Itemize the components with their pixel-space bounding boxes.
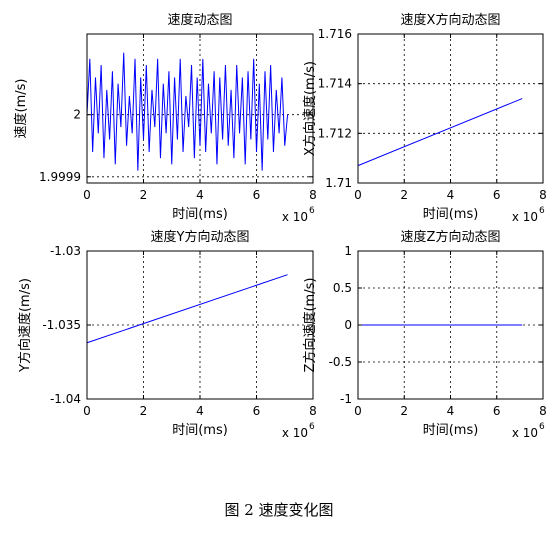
y-axis-label: Z方向速度(m/s) xyxy=(302,278,318,373)
y-tick-label: 0 xyxy=(344,318,352,332)
x-axis-multiplier-exponent: 6 xyxy=(539,422,545,432)
x-tick-label: 8 xyxy=(539,188,547,202)
chart-title: 速度Y方向动态图 xyxy=(151,229,250,245)
x-tick-label: 0 xyxy=(83,188,91,202)
chart-title: 速度Z方向动态图 xyxy=(401,229,501,245)
x-tick-label: 4 xyxy=(196,404,204,418)
x-axis-label: 时间(ms) xyxy=(172,207,228,222)
x-axis-multiplier: x 10 xyxy=(282,210,308,224)
x-tick-label: 2 xyxy=(400,188,408,202)
x-axis-multiplier-exponent: 6 xyxy=(309,422,315,432)
x-axis-multiplier: x 10 xyxy=(512,426,538,440)
x-tick-label: 6 xyxy=(493,404,501,418)
y-tick-label: 0.5 xyxy=(333,281,352,295)
x-tick-label: 8 xyxy=(309,404,317,418)
x-tick-label: 6 xyxy=(253,404,261,418)
chart-title: 速度动态图 xyxy=(167,12,232,28)
y-tick-label: 1.71 xyxy=(325,176,352,190)
x-axis-multiplier: x 10 xyxy=(512,210,538,224)
y-tick-label: -1 xyxy=(340,392,352,406)
x-tick-label: 0 xyxy=(354,404,362,418)
x-tick-label: 8 xyxy=(539,404,547,418)
y-tick-label: -0.5 xyxy=(329,355,352,369)
y-tick-label: 1.714 xyxy=(318,77,352,91)
x-axis-label: 时间(ms) xyxy=(423,207,479,222)
y-tick-label: -1.03 xyxy=(50,244,81,258)
x-tick-label: 4 xyxy=(447,188,455,202)
x-tick-label: 0 xyxy=(83,404,91,418)
series-line-1 xyxy=(86,52,289,171)
x-axis-multiplier-exponent: 6 xyxy=(539,206,545,216)
plot-area xyxy=(87,251,313,399)
x-tick-label: 2 xyxy=(140,404,148,418)
x-tick-label: 4 xyxy=(447,404,455,418)
x-tick-label: 2 xyxy=(140,188,148,202)
x-axis-multiplier: x 10 xyxy=(282,426,308,440)
x-tick-label: 2 xyxy=(400,404,408,418)
y-axis-label: X方向速度(m/s) xyxy=(302,61,318,156)
y-tick-label: 1.712 xyxy=(318,126,352,140)
y-tick-label: 1.716 xyxy=(318,27,352,41)
y-tick-label: -1.035 xyxy=(42,318,81,332)
x-tick-label: 4 xyxy=(196,188,204,202)
y-tick-label: -1.04 xyxy=(50,392,81,406)
plot-area xyxy=(358,34,543,183)
x-tick-label: 0 xyxy=(354,188,362,202)
x-tick-label: 8 xyxy=(309,188,317,202)
y-axis-label: 速度(m/s) xyxy=(13,79,29,139)
y-axis-label: Y方向速度(m/s) xyxy=(17,278,33,373)
y-tick-label: 2 xyxy=(73,108,81,122)
x-tick-label: 6 xyxy=(493,188,501,202)
series-line-1 xyxy=(86,274,288,344)
x-axis-multiplier-exponent: 6 xyxy=(309,206,315,216)
x-axis-label: 时间(ms) xyxy=(423,423,479,438)
series-line-1 xyxy=(357,98,523,167)
x-axis-label: 时间(ms) xyxy=(172,423,228,438)
chart-title: 速度X方向动态图 xyxy=(401,12,501,28)
x-tick-label: 6 xyxy=(253,188,261,202)
y-tick-label: 1 xyxy=(344,244,352,258)
figure-caption: 图 2 速度变化图 xyxy=(224,501,334,519)
y-tick-label: 1.9999 xyxy=(39,170,81,184)
